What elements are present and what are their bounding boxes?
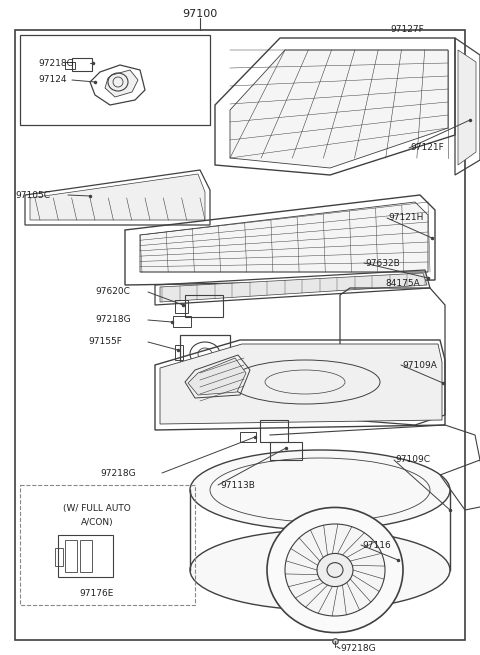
Text: (W/ FULL AUTO: (W/ FULL AUTO (63, 504, 131, 512)
Text: 97218G: 97218G (95, 316, 131, 324)
Ellipse shape (190, 530, 450, 610)
Text: 97620C: 97620C (95, 288, 130, 297)
Text: 97632B: 97632B (365, 259, 400, 267)
Bar (260, 420, 288, 442)
Text: 97121F: 97121F (410, 143, 444, 153)
Polygon shape (30, 174, 205, 220)
Polygon shape (458, 50, 476, 165)
Bar (270, 442, 302, 460)
Bar (185, 295, 223, 317)
Text: 97116: 97116 (362, 540, 391, 550)
Bar (20, 485, 195, 605)
Ellipse shape (190, 450, 450, 530)
Polygon shape (105, 70, 138, 97)
Bar (175, 300, 188, 313)
Text: 97109C: 97109C (395, 455, 430, 464)
Bar (180, 335, 230, 373)
Text: 97124: 97124 (38, 75, 67, 84)
Polygon shape (160, 344, 442, 424)
Bar (80, 540, 92, 572)
Bar (388, 355, 420, 373)
Polygon shape (188, 358, 246, 395)
Bar (173, 316, 191, 327)
Ellipse shape (267, 508, 403, 633)
Text: 97155F: 97155F (88, 337, 122, 346)
Bar (65, 540, 77, 572)
Polygon shape (140, 202, 428, 272)
Text: 97109A: 97109A (402, 360, 437, 369)
Polygon shape (160, 273, 427, 302)
Text: 97127F: 97127F (390, 26, 424, 35)
Bar (240, 432, 256, 442)
Text: 97121H: 97121H (388, 214, 423, 223)
Bar (175, 345, 183, 360)
Text: 97105C: 97105C (15, 191, 50, 200)
Bar (65, 62, 75, 69)
Bar (58, 535, 113, 577)
Text: 97100: 97100 (182, 9, 217, 19)
Text: 97113B: 97113B (220, 481, 255, 489)
Text: 97218G: 97218G (340, 644, 376, 653)
Text: 97218G: 97218G (100, 468, 136, 477)
Bar (388, 385, 420, 403)
Ellipse shape (317, 553, 353, 587)
Text: 84175A: 84175A (385, 278, 420, 288)
Ellipse shape (285, 524, 385, 616)
Text: 97176E: 97176E (80, 590, 114, 599)
Polygon shape (230, 50, 448, 168)
Text: 97218G: 97218G (38, 58, 73, 67)
Bar (55, 548, 63, 566)
Bar (20, 35, 210, 125)
Bar (72, 58, 92, 71)
Text: A/CON): A/CON) (81, 517, 113, 527)
